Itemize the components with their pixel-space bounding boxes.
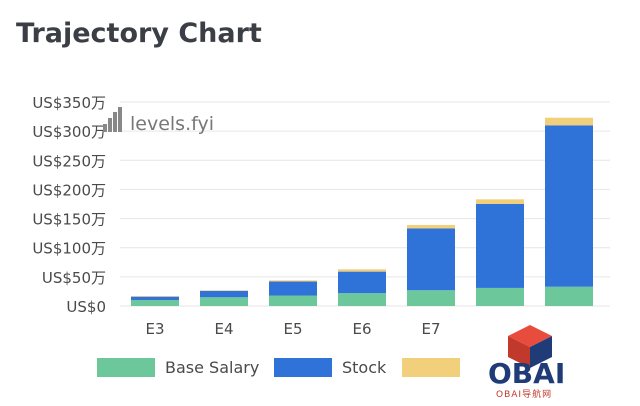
bar-segment	[338, 293, 386, 306]
bar-segment	[407, 224, 455, 229]
x-axis: E3 E4 E5 E6 E7	[145, 320, 440, 338]
x-tick-label: E3	[145, 320, 164, 338]
bar-segment	[338, 271, 386, 294]
y-tick-label: US$50万	[42, 269, 106, 287]
logo-subtitle: OBAI导航网	[496, 388, 552, 400]
legend-label: Stock	[342, 358, 387, 377]
bar-segment	[338, 269, 386, 272]
bar-segment	[476, 199, 524, 204]
legend-item: Stock	[274, 358, 387, 377]
bar-segment	[476, 204, 524, 288]
legend-item	[402, 358, 460, 377]
bar-segment	[200, 290, 248, 298]
bar-segment	[476, 287, 524, 306]
watermark-text: levels.fyi	[130, 113, 214, 135]
x-tick-label: E7	[421, 320, 440, 338]
bars	[131, 117, 593, 306]
y-tick-label: US$200万	[32, 181, 106, 199]
y-tick-label: US$100万	[32, 240, 106, 258]
bar-segment	[545, 286, 593, 306]
legend-label: Base Salary	[165, 358, 259, 377]
y-tick-label: US$300万	[32, 123, 106, 141]
logo-text: OBAI	[488, 357, 565, 390]
y-tick-label: US$350万	[32, 94, 106, 112]
x-tick-label: E6	[352, 320, 371, 338]
bar-segment	[269, 281, 317, 296]
x-tick-label: E4	[214, 320, 233, 338]
x-tick-label: E5	[283, 320, 302, 338]
y-axis: US$0 US$50万 US$100万 US$150万 US$200万 US$250万 US…	[32, 94, 106, 316]
chart-title: Trajectory Chart	[16, 18, 262, 49]
bar-segment	[545, 117, 593, 126]
levels-fyi-watermark: levels.fyi	[103, 107, 214, 135]
bar-segment	[131, 300, 179, 306]
bar-segment	[131, 296, 179, 297]
legend-swatch	[402, 358, 460, 377]
y-tick-label: US$150万	[32, 211, 106, 229]
bar-segment	[269, 295, 317, 306]
bar-segment	[545, 125, 593, 287]
bar-segment	[200, 297, 248, 306]
bar-segment	[407, 290, 455, 306]
levels-icon	[103, 107, 122, 132]
bar-segment	[200, 290, 248, 291]
legend-item: Base Salary	[97, 358, 259, 377]
bar-segment	[131, 296, 179, 301]
cube-icon	[508, 325, 552, 368]
y-tick-label: US$250万	[32, 152, 106, 170]
legend: Base Salary Stock	[97, 358, 460, 377]
legend-swatch	[274, 358, 332, 377]
legend-swatch	[97, 358, 155, 377]
bar-segment	[269, 280, 317, 282]
obai-logo: OBAI OBAI导航网	[488, 325, 565, 400]
bar-segment	[407, 228, 455, 291]
y-tick-label: US$0	[66, 298, 106, 316]
